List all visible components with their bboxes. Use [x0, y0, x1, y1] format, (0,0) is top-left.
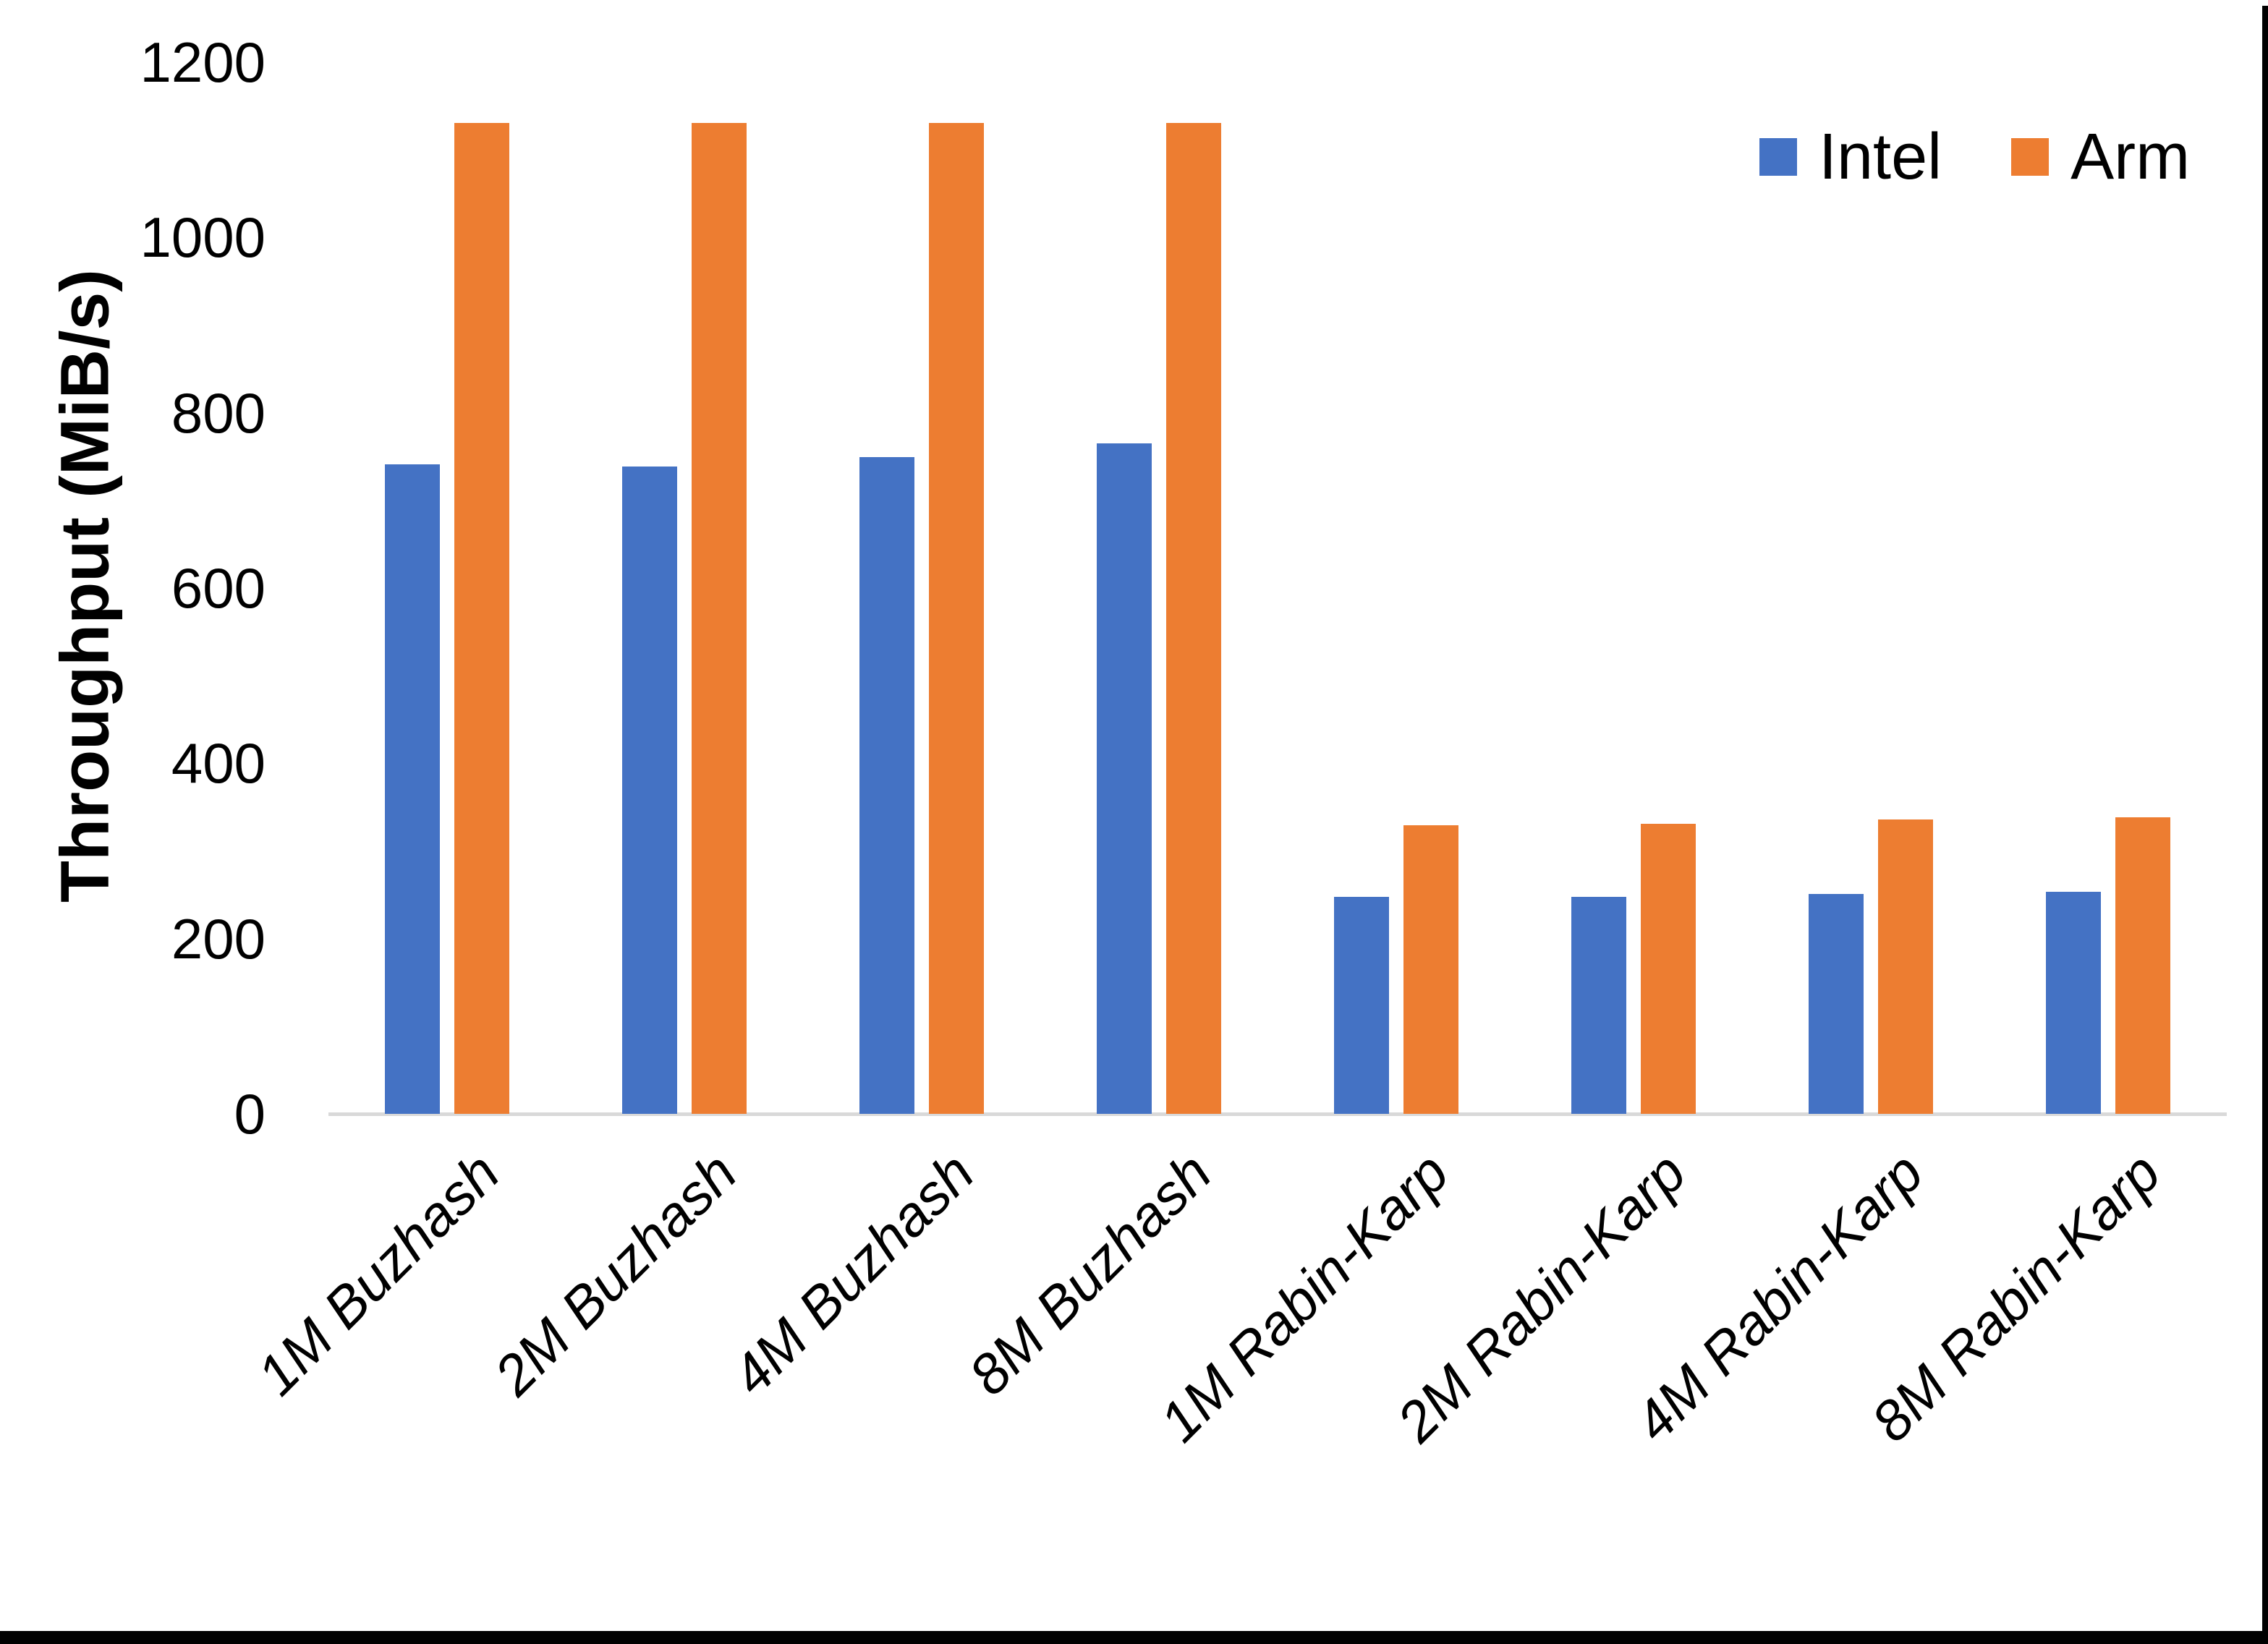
- x-category-label: 2M Rabin-Karp: [1384, 1140, 1698, 1454]
- bar-intel-8: [2046, 892, 2101, 1114]
- bar-intel-2: [622, 466, 677, 1114]
- bar-arm-8: [2115, 817, 2170, 1114]
- legend-label-arm: Arm: [2070, 121, 2191, 193]
- bar-arm-1: [454, 122, 509, 1114]
- bar-arm-5: [1403, 825, 1458, 1114]
- y-tick-label: 600: [171, 556, 266, 620]
- frame-border-bottom: [0, 1631, 2268, 1644]
- x-category-label: 4M Buzhash: [719, 1140, 986, 1407]
- bar-intel-3: [859, 457, 914, 1114]
- x-category-label: 1M Buzhash: [245, 1140, 511, 1407]
- bar-intel-7: [1809, 893, 1864, 1114]
- y-tick-label: 1200: [140, 30, 266, 94]
- bar-arm-4: [1166, 122, 1221, 1114]
- bar-arm-3: [929, 122, 984, 1114]
- x-category-label: 2M Buzhash: [482, 1140, 749, 1407]
- x-category-label: 8M Rabin-Karp: [1859, 1140, 2173, 1454]
- legend-item-intel: Intel: [1759, 124, 1942, 189]
- bar-intel-4: [1097, 443, 1152, 1114]
- x-category-label: 8M Buzhash: [956, 1140, 1223, 1407]
- y-tick-label: 1000: [140, 205, 266, 270]
- frame-border-right: [2262, 6, 2268, 1644]
- bar-intel-6: [1571, 896, 1626, 1114]
- legend-swatch-intel-icon: [1759, 138, 1797, 176]
- bar-intel-5: [1334, 896, 1389, 1114]
- x-axis-line: [328, 1112, 2227, 1116]
- x-category-label: 1M Rabin-Karp: [1147, 1140, 1461, 1454]
- legend: Intel Arm: [1759, 124, 2190, 189]
- x-category-label: 4M Rabin-Karp: [1621, 1140, 1935, 1454]
- legend-swatch-arm-icon: [2011, 138, 2050, 176]
- bar-arm-7: [1878, 819, 1933, 1114]
- bar-arm-6: [1641, 823, 1696, 1114]
- y-tick-label: 200: [171, 906, 266, 971]
- legend-label-intel: Intel: [1819, 121, 1942, 193]
- legend-item-arm: Arm: [2011, 124, 2190, 189]
- bar-intel-1: [385, 464, 440, 1114]
- y-tick-label: 0: [234, 1082, 266, 1146]
- y-tick-label: 400: [171, 731, 266, 796]
- y-tick-label: 800: [171, 380, 266, 445]
- bar-arm-2: [692, 122, 747, 1114]
